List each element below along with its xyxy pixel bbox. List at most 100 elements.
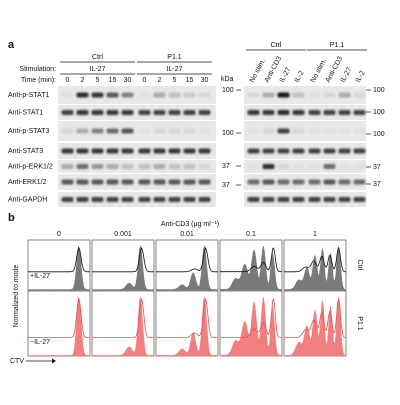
band xyxy=(61,128,74,134)
band xyxy=(323,164,336,169)
blot-strip xyxy=(58,174,216,190)
condition-label: +IL-27 xyxy=(30,273,50,280)
histogram-line xyxy=(92,246,154,273)
histogram-filled xyxy=(27,245,91,291)
band xyxy=(121,197,134,202)
histogram-line xyxy=(156,298,218,338)
stimulation-label: Stimulation: xyxy=(19,66,56,73)
column-label: 0.1 xyxy=(246,231,256,238)
column-label: 0 xyxy=(57,231,61,238)
marker-label: 37 xyxy=(373,164,381,171)
column-label: 0.01 xyxy=(180,231,194,238)
band xyxy=(121,110,134,115)
marker-label: 100 xyxy=(373,131,385,138)
group-label: P1.1 xyxy=(167,54,182,61)
marker-label: 37 xyxy=(373,181,381,188)
band xyxy=(61,92,74,98)
band xyxy=(61,164,74,169)
band xyxy=(262,92,275,98)
histogram-filled xyxy=(27,296,91,357)
axis-title: Anti-CD3 (μg ml⁻¹) xyxy=(161,221,219,228)
band xyxy=(323,179,336,185)
band xyxy=(91,92,104,98)
row-label: Anti-STAT3 xyxy=(8,148,43,155)
band xyxy=(168,164,181,169)
band xyxy=(247,128,260,134)
band xyxy=(198,92,211,98)
band xyxy=(323,110,336,115)
histogram-filled xyxy=(91,245,155,291)
band xyxy=(91,197,104,202)
row-label: Anti-p-STAT3 xyxy=(8,128,49,135)
marker-label: 100 xyxy=(222,87,234,94)
band xyxy=(153,110,166,115)
time: 30 xyxy=(201,77,209,84)
band xyxy=(138,164,151,169)
blot-strip xyxy=(58,105,216,120)
row-label: Anti-p-ERK1/2 xyxy=(8,163,53,170)
blot-strip xyxy=(58,121,216,141)
band xyxy=(76,110,89,115)
band xyxy=(138,148,151,154)
band xyxy=(183,128,196,134)
time: 15 xyxy=(109,77,117,84)
blot-strip xyxy=(58,160,216,173)
time: 2 xyxy=(81,77,85,84)
marker-label: 100 xyxy=(373,87,385,94)
stimulation: IL-27 xyxy=(90,66,106,73)
band xyxy=(292,164,305,169)
row-label: P1.1 xyxy=(356,316,363,331)
band xyxy=(106,148,119,154)
band xyxy=(91,164,104,169)
band xyxy=(121,148,134,154)
band xyxy=(338,92,351,98)
band xyxy=(183,92,196,98)
band xyxy=(353,197,366,202)
band xyxy=(153,92,166,98)
band xyxy=(106,197,119,202)
band xyxy=(153,197,166,202)
band xyxy=(247,92,260,98)
band xyxy=(76,197,89,202)
band xyxy=(338,110,351,115)
histogram-line xyxy=(92,298,154,338)
band xyxy=(106,128,119,134)
band xyxy=(338,148,351,154)
band xyxy=(138,110,151,115)
band xyxy=(183,179,196,185)
band xyxy=(292,197,305,202)
time: 0 xyxy=(143,77,147,84)
marker-label: 100 xyxy=(373,109,385,116)
band xyxy=(353,164,366,169)
row-label: Anti-GAPDH xyxy=(8,196,47,203)
stimulation: IL-27 xyxy=(167,66,183,73)
band xyxy=(183,197,196,202)
band xyxy=(323,148,336,154)
band xyxy=(76,148,89,154)
band xyxy=(262,148,275,154)
band xyxy=(106,179,119,185)
band xyxy=(262,128,275,134)
condition-label: −IL-27 xyxy=(30,339,50,346)
blot-strip xyxy=(58,143,216,159)
time-label: Time (min): xyxy=(21,77,56,84)
band xyxy=(323,92,336,98)
time: 5 xyxy=(173,77,177,84)
blot-strip xyxy=(244,192,366,207)
histogram-line xyxy=(28,247,90,273)
panel-label: b xyxy=(8,212,15,224)
row-label: Anti-p-STAT1 xyxy=(8,92,49,99)
band xyxy=(168,92,181,98)
band xyxy=(292,148,305,154)
blot-strip xyxy=(244,174,366,190)
band xyxy=(353,92,366,98)
band xyxy=(106,92,119,98)
band xyxy=(198,148,211,154)
histogram-line xyxy=(284,298,347,338)
band xyxy=(121,179,134,185)
time: 2 xyxy=(158,77,162,84)
row-label: Anti-ERK1/2 xyxy=(8,179,47,186)
band xyxy=(292,128,305,134)
band xyxy=(292,92,305,98)
